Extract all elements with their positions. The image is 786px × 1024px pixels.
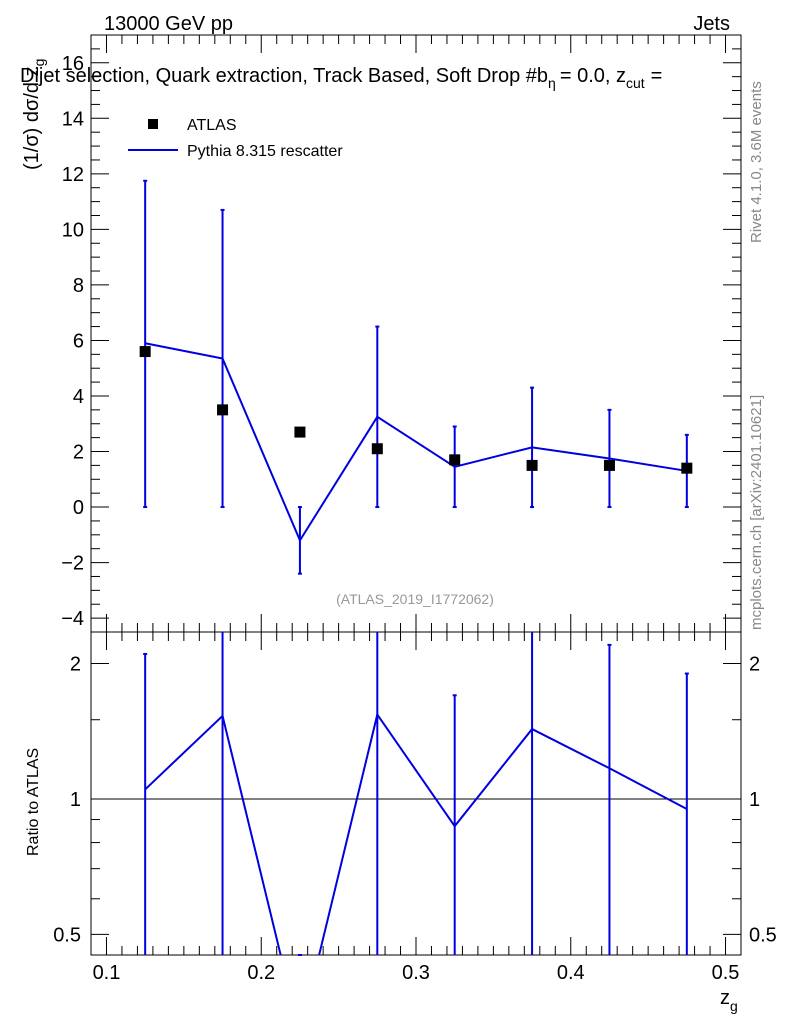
ratio-ytick-label: 1 [70, 789, 81, 811]
main-ytick-label: 12 [62, 164, 84, 186]
main-ytick-label: 0 [73, 497, 84, 519]
main-ytick-label: 16 [62, 53, 84, 75]
legend-marker-atlas [148, 119, 158, 129]
ratio-frame [90, 631, 742, 956]
plot-title-beta: η [548, 75, 556, 91]
atlas-data-point [139, 346, 151, 358]
main-ytick-label: 14 [62, 108, 84, 130]
ratio-line [144, 712, 688, 955]
x-axis-title-text: z [720, 987, 730, 1009]
jets-label: Jets [693, 13, 730, 35]
plot-title-main: Dijet selection, Quark extraction, Track… [20, 65, 548, 87]
ratio-ytick-label: 2 [70, 654, 81, 676]
ratio-xtick-label: 0.2 [247, 962, 275, 984]
atlas-data-point [294, 426, 306, 438]
ratio-panel: 0.5 0.5 1 1 2 2 0.1 0.2 0.3 0.4 0.5 [53, 631, 777, 984]
main-ytick-label: 10 [62, 219, 84, 241]
main-panel: −4 −2 0 2 4 6 8 10 12 14 16 [61, 34, 742, 633]
plot-title: Dijet selection, Quark extraction, Track… [20, 65, 662, 91]
ratio-ytick-label-right: 2 [749, 654, 760, 676]
main-ytick-label: 6 [73, 330, 84, 352]
atlas-data-point [217, 404, 229, 416]
atlas-data-point [371, 443, 383, 455]
x-axis-title-sub: g [730, 998, 738, 1014]
watermark: (ATLAS_2019_I1772062) [336, 591, 494, 607]
ratio-xtick-label: 0.5 [712, 962, 740, 984]
ratio-xtick-label: 0.4 [557, 962, 585, 984]
atlas-data-point [681, 462, 693, 474]
x-axis-title: zg [720, 987, 738, 1014]
ratio-ytick-label: 0.5 [53, 924, 81, 946]
plot-title-cut: cut [626, 75, 645, 91]
ratio-xtick-label: 0.1 [93, 962, 121, 984]
main-ytick-label: 8 [73, 275, 84, 297]
main-ytick-label: 4 [73, 386, 84, 408]
main-y-axis-title-sub: g [31, 59, 47, 67]
main-ytick-label: −4 [61, 608, 84, 630]
legend-label-atlas: ATLAS [187, 117, 237, 134]
mcplots-label: mcplots.cern.ch [arXiv:2401.10621] [748, 395, 765, 630]
ratio-xtick-label: 0.3 [402, 962, 430, 984]
legend-label-pythia: Pythia 8.315 rescatter [187, 143, 343, 160]
legend: ATLAS Pythia 8.315 rescatter [128, 117, 343, 160]
atlas-data-point [526, 459, 538, 471]
ratio-ytick-label-right: 1 [749, 789, 760, 811]
ratio-ytick-label-right: 0.5 [749, 924, 777, 946]
atlas-data-point [603, 459, 615, 471]
main-y-axis-title: (1/σ) dσ/d zg [21, 59, 47, 170]
atlas-data-point [449, 454, 461, 466]
ratio-y-axis-title: Ratio to ATLAS [25, 748, 42, 856]
plot-title-tail: = [651, 65, 663, 87]
main-y-axis-title-text: (1/σ) dσ/d z [21, 66, 43, 170]
plot-title-suffix: = 0.0, z [560, 65, 626, 87]
mc-line [144, 342, 687, 543]
main-ytick-label: 2 [73, 442, 84, 464]
rivet-label: Rivet 4.1.0, 3.6M events [748, 81, 765, 243]
energy-label: 13000 GeV pp [104, 13, 233, 35]
main-ytick-label: −2 [61, 553, 84, 575]
